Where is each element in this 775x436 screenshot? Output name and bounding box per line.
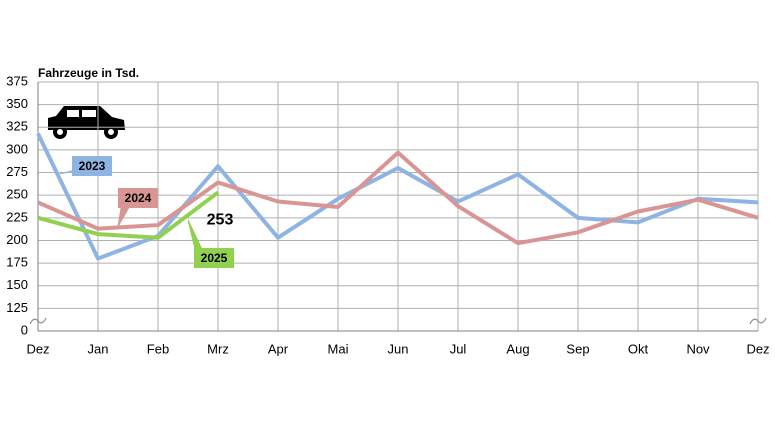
x-tick-label: Nov <box>686 341 710 356</box>
y-tick-label: 125 <box>6 300 28 315</box>
y-tick-label: 0 <box>21 322 28 337</box>
x-tick-label: Mrz <box>207 341 229 356</box>
y-tick-label: 275 <box>6 164 28 179</box>
car-icon <box>48 106 125 139</box>
series-label: 2024 <box>125 191 152 205</box>
series-label-box <box>194 248 234 268</box>
data-label: 253 <box>207 212 234 229</box>
y-tick-label: 325 <box>6 119 28 134</box>
x-tick-label: Jul <box>450 341 467 356</box>
y-tick-label: 300 <box>6 141 28 156</box>
y-tick-label: 225 <box>6 209 28 224</box>
series-label-box <box>72 156 112 176</box>
series-label: 2023 <box>79 159 106 173</box>
y-tick-label: 350 <box>6 96 28 111</box>
x-tick-label: Dez <box>26 341 49 356</box>
axis-break <box>29 317 47 325</box>
x-tick-label: Jan <box>88 341 109 356</box>
y-tick-label: 200 <box>6 232 28 247</box>
x-tick-label: Dez <box>746 341 769 356</box>
series-line <box>37 150 759 246</box>
y-tick-label: 375 <box>6 73 28 88</box>
y-axis-label: Fahrzeuge in Tsd. <box>38 66 139 80</box>
x-tick-label: Mai <box>328 341 349 356</box>
y-tick-label: 150 <box>6 277 28 292</box>
x-tick-label: Jun <box>388 341 409 356</box>
x-tick-label: Okt <box>628 341 649 356</box>
x-tick-label: Feb <box>147 341 169 356</box>
y-tick-label: 175 <box>6 255 28 270</box>
y-tick-label: 250 <box>6 187 28 202</box>
series-label: 2025 <box>201 251 228 265</box>
series-line <box>37 190 220 240</box>
x-tick-label: Sep <box>566 341 589 356</box>
x-tick-label: Aug <box>506 341 529 356</box>
axis-break <box>749 317 767 325</box>
series-label-box <box>118 188 158 208</box>
x-tick-label: Apr <box>268 341 289 356</box>
callout <box>117 201 133 227</box>
